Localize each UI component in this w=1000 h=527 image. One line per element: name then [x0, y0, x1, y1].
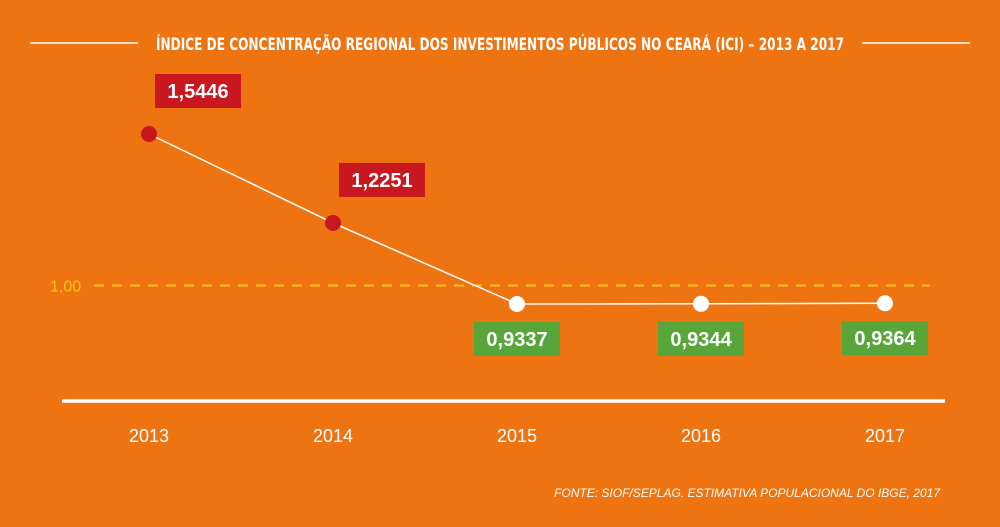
data-point-2015 — [509, 296, 525, 312]
data-label-box-2014 — [339, 162, 425, 197]
data-label-box-2016 — [658, 321, 744, 356]
x-tick-2016: 2016 — [681, 426, 721, 446]
data-label-box-2015 — [474, 322, 560, 356]
data-point-2017 — [877, 295, 893, 312]
x-tick-labels-group: 2013 2014 2015 2016 2017 — [129, 426, 905, 446]
x-tick-2015: 2015 — [497, 426, 537, 446]
chart-title: ÍNDICE DE CONCENTRAÇÃO REGIONAL DOS INVE… — [156, 32, 844, 55]
data-points-group — [141, 126, 893, 312]
reference-line-label: 1,00 — [50, 279, 81, 296]
x-tick-2013: 2013 — [129, 426, 169, 446]
x-tick-2014: 2014 — [313, 426, 353, 446]
data-label-2013: 1,5446 — [167, 81, 228, 103]
data-label-2016: 0,9344 — [670, 329, 732, 351]
series-line — [148, 133, 886, 305]
source-note: FONTE: SIOF/SEPLAG. ESTIMATIVA POPULACIO… — [554, 486, 941, 500]
data-label-box-2017 — [842, 321, 928, 356]
data-point-2016 — [693, 295, 709, 312]
data-label-2015: 0,9337 — [486, 329, 547, 351]
reference-line-group: 1,00 — [50, 279, 930, 296]
data-labels-group: 1,5446 1,2251 0,9337 0,9344 0,9364 — [155, 74, 928, 356]
x-tick-2017: 2017 — [865, 426, 905, 446]
data-point-2014 — [325, 214, 341, 231]
data-label-2017: 0,9364 — [854, 328, 916, 350]
series-line-group — [148, 133, 886, 305]
data-point-2013 — [141, 126, 157, 142]
data-label-2014: 1,2251 — [351, 170, 412, 192]
data-label-box-2013 — [155, 74, 241, 108]
